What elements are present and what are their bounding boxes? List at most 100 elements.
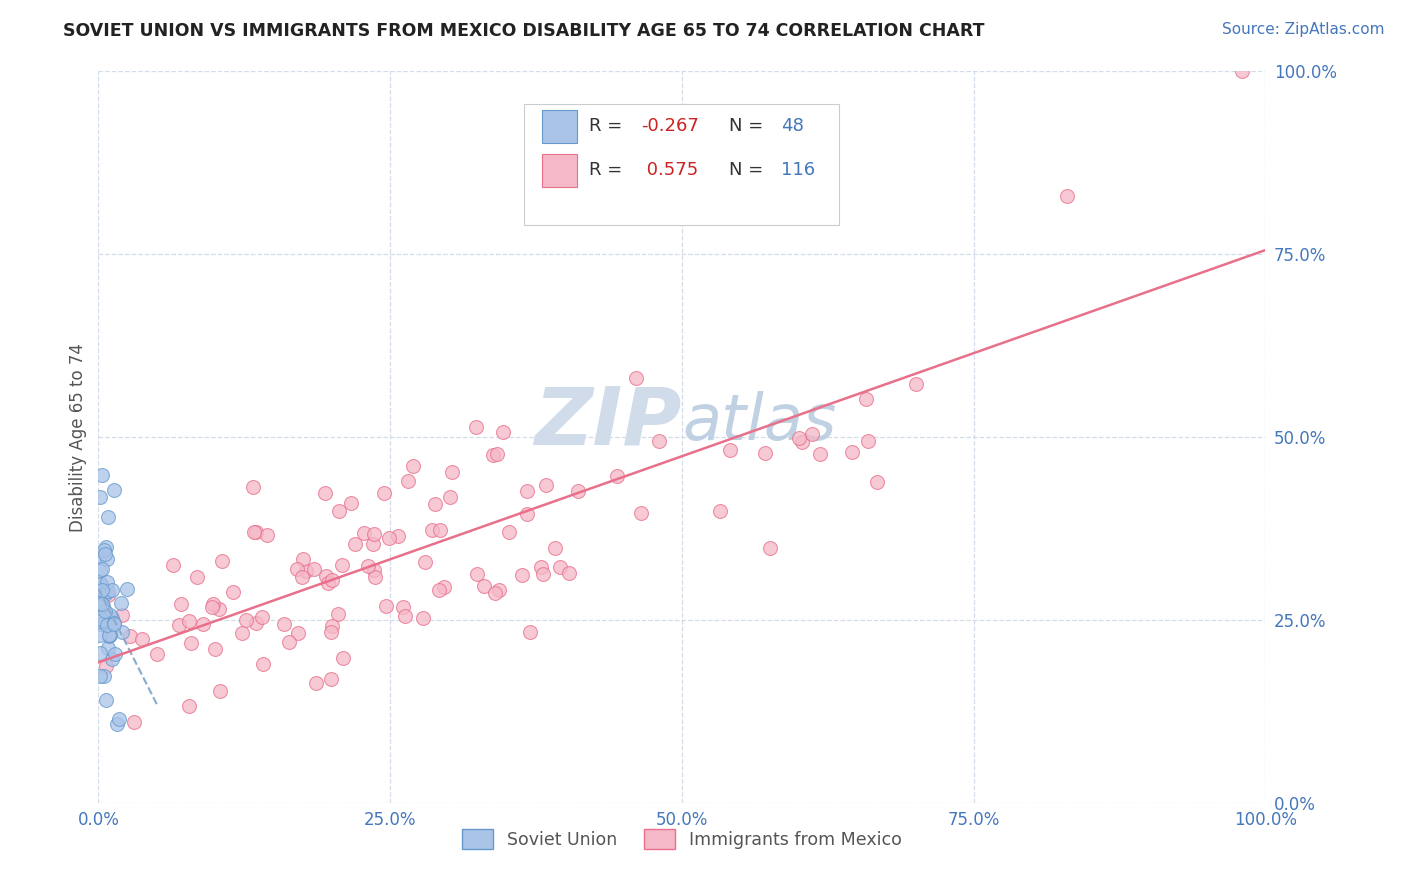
Point bbox=[131, 632, 153, 646]
Point bbox=[429, 524, 451, 538]
Point bbox=[314, 486, 336, 500]
Point bbox=[186, 570, 208, 584]
Point bbox=[465, 566, 488, 581]
Point bbox=[718, 442, 741, 457]
Point bbox=[91, 468, 114, 483]
Point bbox=[250, 610, 273, 624]
Point bbox=[170, 597, 193, 611]
Point bbox=[179, 614, 201, 628]
Point bbox=[162, 558, 184, 572]
Point bbox=[544, 541, 567, 555]
Text: R =: R = bbox=[589, 161, 627, 179]
Point bbox=[98, 628, 121, 642]
Point bbox=[231, 625, 253, 640]
Point bbox=[256, 528, 278, 542]
Point bbox=[93, 668, 115, 682]
Point bbox=[363, 563, 385, 577]
Point bbox=[808, 447, 831, 461]
Point bbox=[413, 555, 436, 569]
Point bbox=[97, 583, 120, 598]
Point bbox=[115, 582, 138, 596]
Point bbox=[245, 525, 267, 540]
Text: 48: 48 bbox=[782, 117, 804, 136]
Point bbox=[235, 613, 257, 627]
Point bbox=[378, 531, 401, 545]
Point bbox=[363, 569, 385, 583]
Point bbox=[111, 624, 134, 639]
Point bbox=[100, 614, 122, 628]
Point bbox=[180, 636, 202, 650]
Point bbox=[94, 540, 117, 554]
Point bbox=[285, 562, 308, 576]
Legend: Soviet Union, Immigrants from Mexico: Soviet Union, Immigrants from Mexico bbox=[463, 829, 901, 849]
Point bbox=[516, 507, 538, 521]
Point bbox=[177, 699, 200, 714]
Point bbox=[89, 669, 111, 683]
Point bbox=[361, 537, 384, 551]
Point bbox=[89, 646, 111, 660]
Point bbox=[485, 447, 508, 461]
Point bbox=[209, 684, 232, 698]
Point bbox=[855, 392, 877, 407]
Point bbox=[89, 549, 111, 563]
Point bbox=[110, 596, 132, 610]
Bar bbox=[541, 153, 576, 186]
Point bbox=[332, 651, 354, 665]
Point bbox=[97, 640, 120, 655]
Point bbox=[96, 552, 118, 566]
Point bbox=[422, 523, 444, 537]
Point bbox=[91, 597, 114, 611]
Point bbox=[104, 648, 127, 662]
Point bbox=[89, 577, 111, 591]
Point bbox=[97, 628, 120, 642]
Point bbox=[534, 477, 557, 491]
Point bbox=[801, 426, 824, 441]
Point bbox=[425, 497, 447, 511]
Point bbox=[94, 659, 117, 673]
Point bbox=[321, 573, 343, 587]
Point bbox=[89, 596, 111, 610]
Point bbox=[429, 583, 451, 598]
Point bbox=[167, 618, 190, 632]
Point bbox=[304, 562, 326, 576]
Point bbox=[222, 585, 245, 599]
Point bbox=[630, 506, 652, 520]
Point bbox=[90, 582, 112, 597]
Point bbox=[387, 529, 409, 543]
Point bbox=[1056, 188, 1078, 202]
Point bbox=[904, 377, 927, 392]
Point bbox=[326, 607, 349, 621]
Point bbox=[204, 642, 226, 657]
Point bbox=[122, 715, 145, 730]
Point bbox=[567, 484, 589, 499]
Point bbox=[94, 693, 117, 707]
Point bbox=[319, 625, 342, 640]
Point bbox=[811, 196, 834, 211]
Point bbox=[472, 579, 495, 593]
Point bbox=[202, 598, 225, 612]
Point bbox=[439, 490, 461, 504]
Point bbox=[89, 628, 111, 642]
Point bbox=[94, 615, 117, 629]
Point bbox=[647, 434, 669, 448]
Point bbox=[207, 602, 229, 616]
Point bbox=[97, 587, 120, 601]
Point bbox=[100, 583, 122, 598]
Point bbox=[328, 503, 350, 517]
Point bbox=[103, 617, 125, 632]
Point bbox=[353, 525, 375, 540]
Point bbox=[105, 717, 128, 731]
Point bbox=[530, 560, 553, 574]
Point bbox=[89, 564, 111, 578]
Point bbox=[89, 491, 111, 505]
Point bbox=[111, 608, 134, 623]
Point bbox=[754, 446, 776, 460]
Point bbox=[866, 475, 889, 489]
Point bbox=[375, 599, 398, 613]
Point bbox=[277, 635, 299, 649]
Point bbox=[344, 537, 367, 551]
Point bbox=[394, 608, 416, 623]
Point bbox=[101, 652, 124, 666]
Point bbox=[519, 624, 541, 639]
Point bbox=[242, 480, 264, 494]
